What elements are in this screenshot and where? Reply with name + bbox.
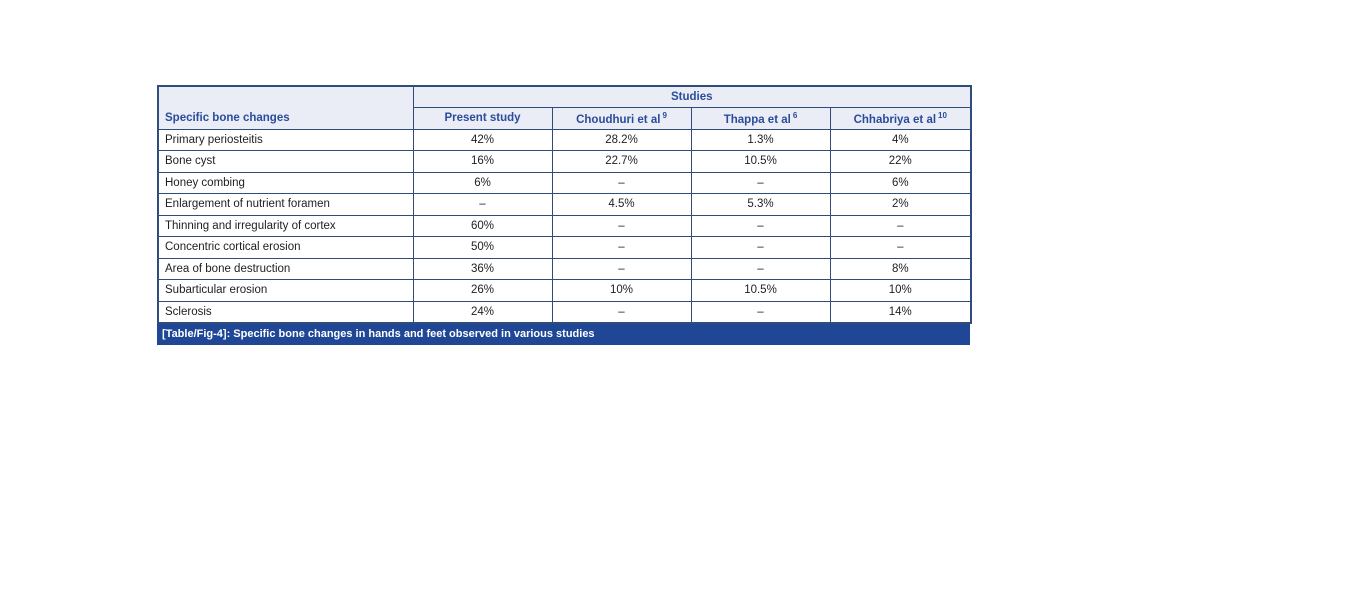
column-header-thappa: Thappa et al 6 [690, 106, 831, 130]
cell-value: – [829, 214, 972, 237]
cell-value: 6% [412, 171, 553, 194]
studies-header-row: Specific bone changes Studies [157, 85, 972, 130]
reference-superscript: 9 [662, 110, 667, 120]
table-row: Sclerosis 24% – – 14% [157, 300, 972, 323]
table-row: Concentric cortical erosion 50% – – – [157, 236, 972, 259]
column-header-chhabriya: Chhabriya et al 10 [829, 106, 972, 130]
cell-value: – [412, 193, 553, 216]
reference-superscript: 10 [938, 110, 947, 120]
cell-value: 10% [551, 279, 692, 302]
cell-value: – [690, 236, 831, 259]
cell-value: – [551, 300, 692, 323]
cell-value: – [690, 171, 831, 194]
column-header-label: Chhabriya et al [853, 113, 937, 126]
studies-group-header: Studies [412, 85, 972, 108]
column-header-row: Present study Choudhuri et al 9 Thappa et… [158, 106, 972, 130]
column-header-label: Present study [444, 112, 521, 124]
cell-value: 36% [412, 257, 553, 280]
cell-value: 28.2% [551, 128, 692, 151]
cell-value: 22% [829, 150, 972, 173]
table-figure-4: Specific bone changes Studies Present st… [157, 85, 973, 345]
row-group-header: Specific bone changes [157, 85, 414, 130]
row-label: Honey combing [157, 171, 414, 194]
cell-value: 6% [829, 171, 972, 194]
cell-value: 5.3% [690, 193, 831, 216]
column-header-label: Thappa et al [723, 113, 791, 126]
cell-value: – [829, 236, 972, 259]
cell-value: 10.5% [690, 279, 831, 302]
row-label: Bone cyst [157, 150, 414, 173]
table-row: Subarticular erosion 26% 10% 10.5% 10% [157, 279, 972, 302]
row-label: Area of bone destruction [157, 257, 414, 280]
row-label: Enlargement of nutrient foramen [157, 193, 414, 216]
table-row: Bone cyst 16% 22.7% 10.5% 22% [157, 150, 972, 173]
column-header-label: Choudhuri et al [576, 113, 661, 126]
cell-value: 24% [412, 300, 553, 323]
cell-value: 8% [829, 257, 972, 280]
table-row: Honey combing 6% – – 6% [157, 171, 972, 194]
table-caption: [Table/Fig-4]: Specific bone changes in … [157, 323, 970, 345]
cell-value: 10% [829, 279, 972, 302]
cell-value: – [551, 236, 692, 259]
bone-changes-table: Specific bone changes Studies Present st… [157, 85, 973, 324]
cell-value: – [551, 257, 692, 280]
cell-value: 42% [412, 128, 553, 151]
cell-value: 60% [412, 214, 553, 237]
cell-value: 4.5% [551, 193, 692, 216]
cell-value: – [690, 300, 831, 323]
column-header-choudhuri: Choudhuri et al 9 [551, 106, 692, 130]
cell-value: 14% [829, 300, 972, 323]
reference-superscript: 6 [792, 110, 798, 120]
row-label: Primary periosteitis [157, 128, 414, 151]
cell-value: – [690, 257, 831, 280]
table-row: Area of bone destruction 36% – – 8% [157, 257, 972, 280]
cell-value: 2% [829, 193, 972, 216]
cell-value: 4% [829, 128, 972, 151]
table-row: Primary periosteitis 42% 28.2% 1.3% 4% [157, 128, 972, 151]
row-label: Sclerosis [157, 300, 414, 323]
cell-value: – [551, 171, 692, 194]
cell-value: 16% [412, 150, 553, 173]
cell-value: – [690, 214, 831, 237]
cell-value: 22.7% [551, 150, 692, 173]
cell-value: – [551, 214, 692, 237]
table-row: Enlargement of nutrient foramen – 4.5% 5… [157, 193, 972, 216]
cell-value: 50% [412, 236, 553, 259]
cell-value: 26% [412, 279, 553, 302]
column-header-present-study: Present study [412, 106, 553, 130]
row-label: Thinning and irregularity of cortex [157, 214, 414, 237]
row-label: Concentric cortical erosion [157, 236, 414, 259]
cell-value: 1.3% [690, 128, 831, 151]
row-label: Subarticular erosion [157, 279, 414, 302]
table-row: Thinning and irregularity of cortex 60% … [157, 214, 972, 237]
cell-value: 10.5% [690, 150, 831, 173]
